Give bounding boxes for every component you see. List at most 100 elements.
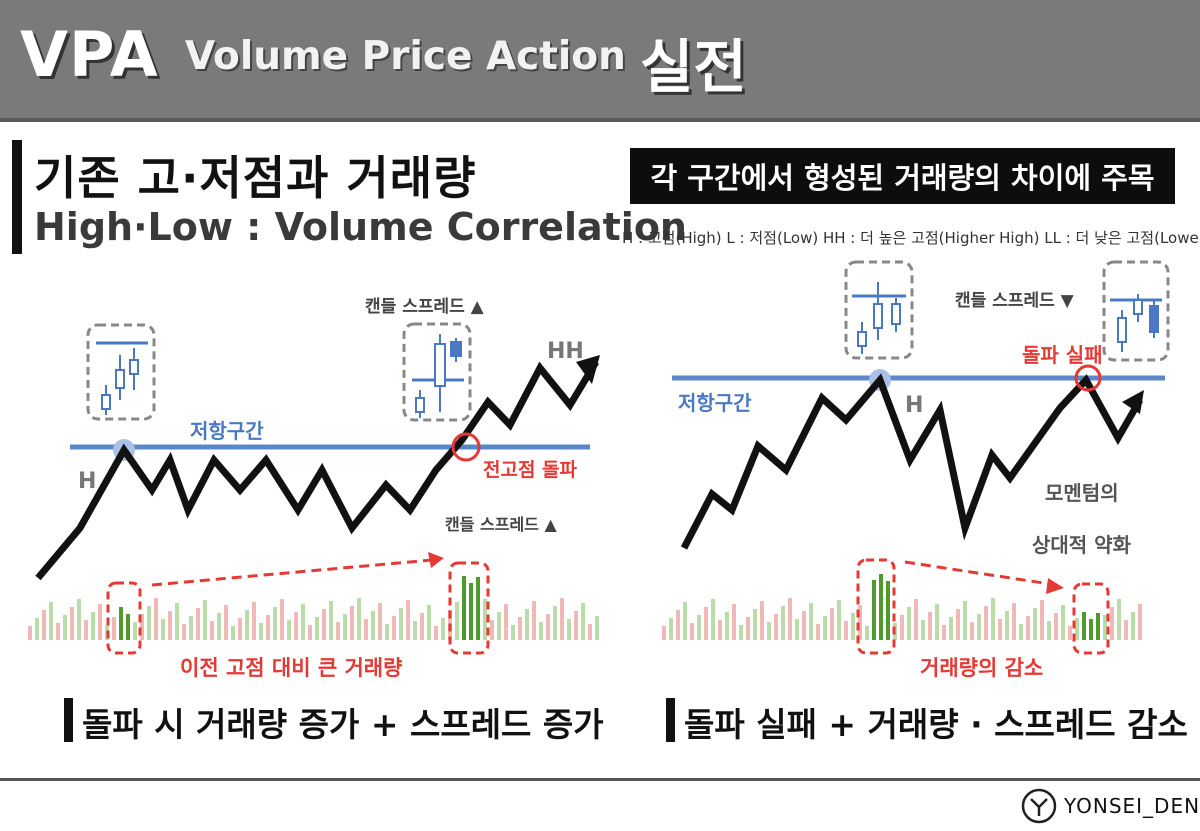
- volume-bar: [434, 626, 438, 640]
- volume-bar: [581, 603, 585, 640]
- volume-bar: [809, 603, 813, 640]
- left-candle-spread-top: 캔들 스프레드 ▲: [365, 297, 485, 317]
- volume-bar: [676, 610, 680, 640]
- volume-bar: [739, 625, 743, 640]
- volume-bar: [795, 619, 799, 640]
- right-h-label: H: [905, 393, 923, 418]
- right-candle-spread: 캔들 스프레드 ▼: [955, 291, 1075, 311]
- volume-bar: [371, 611, 375, 640]
- volume-bar: [308, 625, 312, 640]
- left-conclusion: 돌파 시 거래량 증가 + 스프레드 증가: [82, 705, 604, 744]
- right-momentum-2: 상대적 약화: [1032, 533, 1132, 557]
- volume-bar: [928, 612, 932, 640]
- volume-bar: [392, 616, 396, 640]
- volume-bar: [35, 618, 39, 640]
- right-conclusion: 돌파 실패 + 거래량 · 스프레드 감소: [684, 705, 1188, 744]
- volume-bar: [469, 583, 473, 640]
- left-volume-arrow-head: [428, 552, 444, 568]
- volume-bar: [753, 609, 757, 640]
- right-diagram: 저항구간 H 돌파 실패 캔들 스프레드 ▼ 모멘텀의 상대적 약화 거래량의 …: [662, 260, 1170, 680]
- right-fail-circle: [1074, 364, 1102, 392]
- volume-bar: [1005, 611, 1009, 640]
- volume-bar: [935, 604, 939, 640]
- volume-bar: [595, 616, 599, 640]
- volume-bar: [1040, 600, 1044, 640]
- volume-bar: [273, 607, 277, 640]
- volume-bar: [252, 602, 256, 640]
- left-heading: 기존 고·저점과 거래량: [34, 151, 477, 205]
- volume-bar: [879, 574, 883, 640]
- left-candle-box-2: [402, 322, 472, 422]
- brand-logo-icon: [1021, 788, 1057, 824]
- volume-bar: [553, 606, 557, 640]
- volume-bar: [476, 577, 480, 640]
- volume-bar: [914, 599, 918, 640]
- volume-bar: [900, 615, 904, 640]
- volume-bar: [140, 614, 144, 640]
- volume-bar: [760, 601, 764, 640]
- volume-bar: [28, 626, 32, 640]
- volume-bar: [294, 612, 298, 640]
- volume-bar: [49, 602, 53, 640]
- right-momentum-1: 모멘텀의: [1045, 481, 1119, 505]
- left-volume-bars: [28, 576, 599, 640]
- volume-bar: [767, 622, 771, 640]
- volume-bar: [287, 620, 291, 640]
- left-conclusion-bar: [64, 698, 73, 742]
- volume-bar: [837, 600, 841, 640]
- right-candle-group-2: [1110, 294, 1162, 352]
- volume-bar: [63, 615, 67, 640]
- volume-bar: [823, 616, 827, 640]
- volume-bar: [518, 617, 522, 640]
- left-breakout-label: 전고점 돌파: [483, 459, 578, 481]
- volume-bar: [851, 613, 855, 640]
- volume-bar: [844, 621, 848, 640]
- volume-bar: [662, 626, 666, 640]
- volume-bar: [781, 606, 785, 640]
- volume-bar: [560, 598, 564, 640]
- right-volume-note: 거래량의 감소: [920, 656, 1043, 680]
- right-volume-box-2: [1072, 582, 1110, 655]
- volume-bar: [788, 598, 792, 640]
- volume-bar: [567, 619, 571, 640]
- volume-bar: [774, 614, 778, 640]
- left-candle-group-2: [412, 334, 464, 418]
- volume-bar: [343, 614, 347, 640]
- title-korean: 실전: [640, 33, 747, 101]
- title-vpa: VPA: [20, 18, 159, 91]
- volume-bar: [490, 620, 494, 640]
- left-resistance-label: 저항구간: [190, 419, 264, 443]
- title-subtitle: Volume Price Action: [185, 34, 626, 79]
- volume-bar: [266, 615, 270, 640]
- volume-bar: [886, 581, 890, 640]
- volume-bar: [963, 601, 967, 640]
- volume-bar: [865, 626, 869, 640]
- footer-brand: YONSEI_DENT: [1064, 794, 1200, 818]
- volume-bar: [998, 619, 1002, 640]
- volume-bar: [683, 602, 687, 640]
- volume-bar: [441, 618, 445, 640]
- volume-bar: [154, 598, 158, 640]
- volume-bar: [511, 625, 515, 640]
- volume-bar: [56, 623, 60, 640]
- volume-bar: [1061, 605, 1065, 640]
- volume-bar: [1089, 619, 1093, 640]
- volume-bar: [532, 601, 536, 640]
- right-fail-label: 돌파 실패: [1022, 343, 1103, 367]
- volume-bar: [322, 609, 326, 640]
- volume-bar: [1117, 599, 1121, 640]
- volume-bar: [991, 598, 995, 640]
- volume-bar: [816, 624, 820, 640]
- volume-bar: [133, 622, 137, 640]
- volume-bar: [1110, 607, 1114, 640]
- volume-bar: [525, 609, 529, 640]
- left-volume-box-1: [106, 581, 142, 655]
- volume-bar: [196, 608, 200, 640]
- volume-bar: [949, 617, 953, 640]
- volume-bar: [858, 605, 862, 640]
- volume-bar: [711, 599, 715, 640]
- volume-bar: [1082, 612, 1086, 640]
- volume-bar: [1019, 624, 1023, 640]
- right-resistance-label: 저항구간: [678, 391, 752, 415]
- volume-bar: [357, 598, 361, 640]
